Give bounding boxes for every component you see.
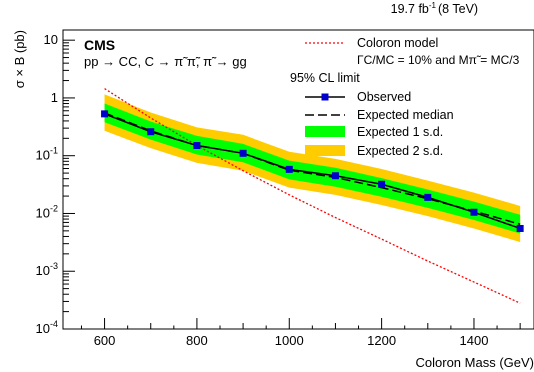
- y-tick-label: 10-3: [36, 261, 58, 278]
- expected-bands: [104, 94, 521, 243]
- lumi-exponent: -1: [429, 1, 437, 10]
- y-tick-base: 1: [51, 90, 58, 105]
- y-tick-base: 10: [44, 32, 58, 47]
- y-tick-label: 10-2: [36, 203, 58, 220]
- observed-point: [516, 224, 524, 232]
- observed-line: [104, 113, 521, 230]
- observed-point: [239, 149, 247, 157]
- y-tick-exponent: -2: [50, 203, 58, 213]
- observed-point: [101, 110, 109, 118]
- legend-band1-label: Expected 1 s.d.: [357, 125, 443, 139]
- legend: Coloron model ΓC/MC = 10% and Mπ̃ = MC/3…: [290, 36, 520, 158]
- y-tick-base: 10: [36, 148, 50, 163]
- process-label: pp → CC, C → π̃ π̃, π̃ → gg: [84, 54, 247, 69]
- observed-point: [285, 165, 293, 173]
- legend-band2-swatch: [305, 145, 345, 156]
- y-tick-label: 10-1: [36, 146, 58, 163]
- plot-frame: [62, 29, 534, 330]
- y-tick-exponent: -4: [50, 319, 58, 329]
- x-tick-label: 1400: [460, 333, 489, 348]
- legend-band2-label: Expected 2 s.d.: [357, 144, 443, 158]
- y-tick-exponent: -1: [50, 146, 58, 156]
- lumi-label: 19.7 fb-1: [391, 1, 437, 16]
- coloron-model-curve: [104, 88, 521, 304]
- observed-point: [193, 142, 201, 150]
- y-tick-label: 10-4: [36, 319, 58, 336]
- x-tick-label: 1000: [275, 333, 304, 348]
- legend-band1-swatch: [305, 126, 345, 137]
- x-tick-label: 600: [94, 333, 116, 348]
- legend-cl-header: 95% CL limit: [290, 71, 360, 85]
- x-tick-label: 1200: [367, 333, 396, 348]
- x-tick-label: 800: [186, 333, 208, 348]
- legend-observed-label: Observed: [357, 90, 411, 104]
- legend-model-params: ΓC/MC = 10% and Mπ̃ = MC/3: [357, 53, 520, 67]
- observed-point: [470, 208, 478, 216]
- observed-curve: [101, 110, 524, 232]
- legend-model-label: Coloron model: [357, 36, 438, 50]
- x-axis-title: Coloron Mass (GeV): [416, 355, 534, 370]
- y-axis-title: σ × B (pb): [12, 30, 27, 88]
- y-tick-base: 10: [36, 205, 50, 220]
- observed-point: [378, 180, 386, 188]
- legend-observed-marker: [321, 93, 329, 101]
- observed-point: [147, 128, 155, 136]
- y-tick-base: 10: [36, 321, 50, 336]
- y-tick-exponent: -3: [50, 261, 58, 271]
- x-axis: 600 800 1000 1200 1400: [80, 318, 521, 348]
- observed-point: [424, 193, 432, 201]
- energy-label: (8 TeV): [438, 2, 478, 16]
- experiment-label: CMS: [84, 37, 115, 53]
- y-tick-base: 10: [36, 263, 50, 278]
- y-tick-label: 1: [51, 90, 58, 105]
- lumi-value: 19.7 fb: [391, 2, 429, 16]
- y-tick-label: 10: [44, 32, 58, 47]
- expected-1sd-band: [104, 103, 521, 234]
- observed-point: [331, 172, 339, 180]
- coloron-model-line: [104, 88, 521, 304]
- legend-expected-label: Expected median: [357, 108, 454, 122]
